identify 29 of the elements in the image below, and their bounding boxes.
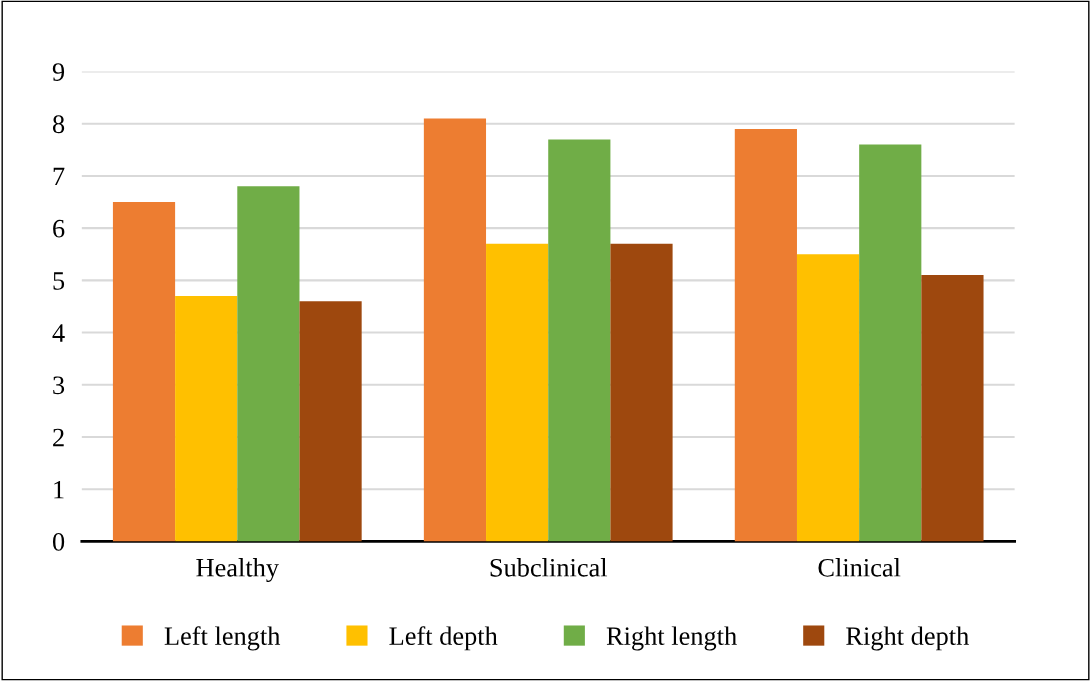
bar (299, 301, 362, 542)
y-tick-label: 1 (54, 480, 64, 499)
x-tick-label: Subclinical (490, 558, 608, 577)
legend-label: Right length (606, 626, 737, 651)
y-tick-label: 3 (53, 376, 65, 395)
bar (796, 254, 860, 542)
bar (175, 296, 238, 542)
legend-label: Left depth (389, 626, 498, 651)
legend-label: Right depth (846, 626, 969, 651)
bar (237, 186, 300, 542)
bar (548, 139, 611, 542)
y-tick-label: 0 (52, 533, 65, 551)
y-tick-label: 5 (53, 272, 65, 290)
y-tick-label: 4 (52, 324, 65, 342)
x-tick-label: Healthy (196, 558, 279, 583)
bar (734, 128, 797, 542)
bar (610, 243, 673, 542)
y-tick-label: 6 (53, 219, 65, 238)
bar (486, 243, 549, 542)
y-tick-label: 7 (53, 167, 65, 186)
y-tick-label: 2 (53, 428, 64, 447)
bar (423, 118, 487, 542)
y-tick-label: 9 (52, 63, 65, 81)
bar (112, 202, 176, 542)
y-tick-label: 8 (52, 115, 65, 134)
legend-label: Left length (164, 626, 281, 651)
x-tick-label: Clinical (818, 558, 901, 577)
bar (921, 275, 984, 542)
bar (859, 144, 922, 542)
